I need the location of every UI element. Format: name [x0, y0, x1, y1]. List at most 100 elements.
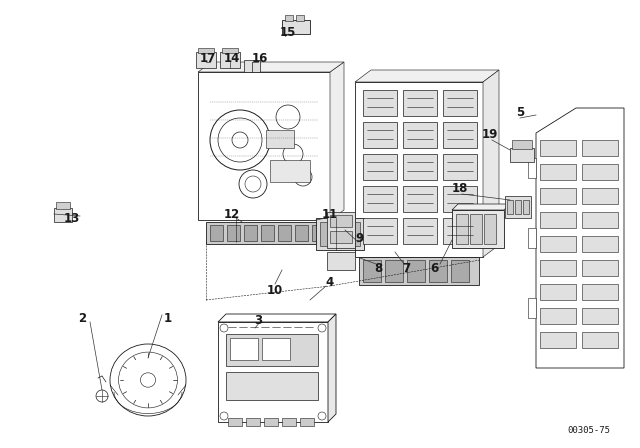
Text: 10: 10: [267, 284, 283, 297]
Text: 8: 8: [374, 262, 382, 275]
Bar: [54, 208, 72, 222]
Polygon shape: [328, 314, 336, 422]
Bar: [484, 214, 496, 244]
Bar: [515, 200, 521, 214]
Bar: [196, 52, 216, 68]
Bar: [443, 122, 477, 148]
Bar: [582, 212, 618, 228]
Bar: [363, 122, 397, 148]
Bar: [451, 260, 469, 282]
Bar: [512, 140, 532, 149]
Bar: [582, 260, 618, 276]
Bar: [507, 200, 513, 214]
Bar: [540, 164, 576, 180]
Bar: [222, 48, 238, 53]
Ellipse shape: [110, 344, 186, 416]
Bar: [582, 188, 618, 204]
Text: 13: 13: [64, 211, 80, 224]
Bar: [210, 225, 223, 241]
Bar: [582, 140, 618, 156]
Polygon shape: [483, 70, 499, 257]
Text: 1: 1: [164, 311, 172, 324]
Bar: [261, 225, 274, 241]
Text: 9: 9: [356, 232, 364, 245]
Bar: [220, 52, 240, 68]
Bar: [582, 308, 618, 324]
Bar: [523, 200, 529, 214]
Bar: [540, 140, 576, 156]
Text: 2: 2: [78, 311, 86, 324]
Bar: [56, 202, 70, 209]
Text: 12: 12: [224, 208, 240, 221]
Polygon shape: [218, 314, 336, 322]
Bar: [582, 332, 618, 348]
Bar: [443, 218, 477, 244]
Bar: [540, 308, 576, 324]
Bar: [540, 188, 576, 204]
Bar: [403, 122, 437, 148]
Bar: [540, 332, 576, 348]
Bar: [320, 222, 332, 246]
Bar: [540, 212, 576, 228]
Polygon shape: [536, 108, 624, 368]
Bar: [282, 20, 310, 34]
Bar: [266, 130, 294, 148]
Bar: [227, 225, 240, 241]
Bar: [582, 236, 618, 252]
Bar: [198, 72, 330, 220]
Bar: [363, 154, 397, 180]
Text: 18: 18: [452, 181, 468, 194]
Bar: [403, 154, 437, 180]
Bar: [452, 210, 504, 248]
Polygon shape: [198, 62, 344, 72]
Bar: [443, 90, 477, 116]
Bar: [262, 338, 290, 360]
Bar: [363, 186, 397, 212]
Bar: [363, 90, 397, 116]
Bar: [528, 298, 536, 318]
Bar: [582, 284, 618, 300]
Bar: [359, 257, 479, 285]
Bar: [296, 15, 304, 21]
Bar: [363, 218, 397, 244]
Bar: [295, 225, 308, 241]
Bar: [355, 82, 483, 257]
Bar: [316, 218, 364, 250]
Bar: [228, 418, 242, 426]
Bar: [582, 164, 618, 180]
Bar: [330, 231, 352, 243]
Text: 14: 14: [224, 52, 240, 65]
Bar: [403, 218, 437, 244]
Polygon shape: [452, 204, 510, 210]
Bar: [327, 212, 355, 248]
Bar: [528, 228, 536, 248]
Bar: [385, 260, 403, 282]
Bar: [246, 418, 260, 426]
Bar: [244, 225, 257, 241]
Text: 5: 5: [516, 105, 524, 119]
Bar: [327, 252, 355, 270]
Bar: [312, 225, 325, 241]
Bar: [230, 338, 258, 360]
Bar: [264, 418, 278, 426]
Bar: [456, 214, 468, 244]
Text: 7: 7: [402, 262, 410, 275]
Bar: [363, 260, 381, 282]
Text: 4: 4: [326, 276, 334, 289]
Bar: [282, 418, 296, 426]
Bar: [429, 260, 447, 282]
Bar: [348, 222, 360, 246]
Bar: [443, 154, 477, 180]
Bar: [226, 334, 318, 366]
Text: 15: 15: [280, 26, 296, 39]
Text: 00305-75: 00305-75: [567, 426, 610, 435]
Bar: [244, 60, 260, 72]
Bar: [334, 222, 346, 246]
Bar: [206, 222, 322, 244]
Bar: [285, 15, 293, 21]
Text: 3: 3: [254, 314, 262, 327]
Text: 19: 19: [482, 129, 498, 142]
Polygon shape: [355, 70, 499, 82]
Bar: [540, 284, 576, 300]
Bar: [403, 90, 437, 116]
